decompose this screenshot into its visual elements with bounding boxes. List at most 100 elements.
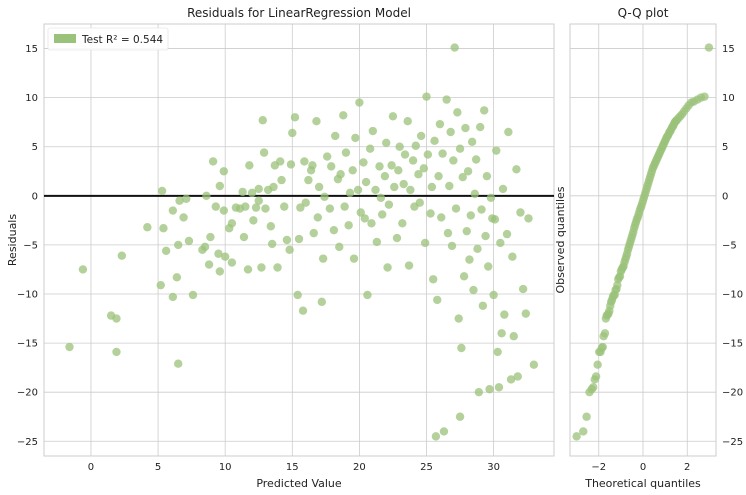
- qq-y-ticks: −25 −20 −15 −10 −5 0 5 10 15: [722, 44, 743, 448]
- data-point: [174, 240, 183, 250]
- y-tick-label: 10: [25, 93, 38, 104]
- data-point: [317, 297, 327, 307]
- data-point: [182, 194, 191, 203]
- data-point: [259, 148, 269, 157]
- data-point: [426, 209, 435, 218]
- y-tick-label: −25: [17, 437, 38, 448]
- data-point: [449, 156, 458, 165]
- y-tick-label: −25: [722, 437, 743, 448]
- data-point: [411, 141, 420, 150]
- x-tick-label: −2: [591, 462, 606, 473]
- data-point: [336, 170, 345, 179]
- data-point: [249, 216, 258, 225]
- data-point: [204, 260, 214, 269]
- data-point: [437, 213, 446, 222]
- data-point: [241, 202, 250, 211]
- data-point: [340, 202, 349, 211]
- data-point: [485, 385, 494, 394]
- data-point: [433, 295, 442, 305]
- data-point: [466, 211, 475, 220]
- data-point: [524, 214, 533, 223]
- data-point: [293, 290, 302, 300]
- data-point: [394, 166, 403, 175]
- data-point: [463, 167, 473, 176]
- data-point: [589, 383, 598, 392]
- data-point: [506, 375, 516, 384]
- data-point: [360, 214, 369, 223]
- data-point: [700, 92, 709, 101]
- data-point: [429, 275, 438, 284]
- data-point: [600, 329, 610, 338]
- data-point: [298, 306, 308, 315]
- data-point: [161, 246, 171, 255]
- data-point: [435, 119, 445, 129]
- data-point: [419, 164, 429, 173]
- data-point: [598, 342, 607, 352]
- data-point: [591, 372, 601, 381]
- data-point: [500, 310, 509, 319]
- data-point: [504, 127, 513, 137]
- data-point: [345, 188, 355, 198]
- data-point: [454, 314, 463, 323]
- x-tick-label: 2: [684, 462, 690, 473]
- data-point: [484, 262, 493, 271]
- data-point: [219, 167, 229, 176]
- data-point: [309, 228, 318, 238]
- y-tick-label: −15: [722, 339, 743, 350]
- data-point: [168, 206, 178, 215]
- data-point: [482, 171, 492, 181]
- data-point: [422, 92, 431, 101]
- data-point: [442, 95, 451, 104]
- data-point: [215, 181, 225, 191]
- data-point: [341, 148, 351, 157]
- data-point: [496, 238, 505, 248]
- data-point: [390, 182, 399, 192]
- data-point: [498, 184, 508, 194]
- data-point: [372, 237, 382, 247]
- y-tick-label: −10: [17, 290, 38, 301]
- data-point: [172, 273, 182, 282]
- legend-swatch: [54, 34, 76, 43]
- legend: Test R² = 0.544: [47, 27, 169, 51]
- data-point: [257, 263, 266, 272]
- data-point: [384, 200, 394, 209]
- data-point: [516, 208, 525, 217]
- data-point: [371, 185, 380, 195]
- data-point: [365, 144, 375, 153]
- data-point: [245, 161, 254, 170]
- data-point: [247, 188, 257, 198]
- data-point: [446, 127, 455, 137]
- data-point: [65, 342, 74, 352]
- data-point: [220, 252, 230, 261]
- data-point: [453, 108, 462, 117]
- data-point: [406, 185, 415, 195]
- data-point: [451, 204, 461, 213]
- y-tick-label: 0: [722, 191, 728, 202]
- y-tick-label: −20: [17, 388, 38, 399]
- data-point: [438, 149, 447, 158]
- data-point: [457, 343, 466, 353]
- data-point: [367, 219, 376, 228]
- data-point: [518, 284, 528, 294]
- legend-box: [47, 27, 169, 51]
- data-point: [480, 106, 489, 115]
- data-point: [455, 144, 465, 153]
- x-tick-label: 25: [420, 462, 433, 473]
- residuals-y-label: Residuals: [6, 214, 19, 266]
- residuals-points: [65, 43, 539, 441]
- data-point: [251, 203, 261, 212]
- data-point: [415, 198, 424, 207]
- data-point: [157, 186, 167, 196]
- data-point: [254, 196, 263, 205]
- data-point: [416, 131, 426, 141]
- data-point: [471, 155, 481, 164]
- y-tick-label: 5: [32, 142, 38, 153]
- data-point: [489, 290, 498, 300]
- data-point: [168, 292, 178, 302]
- data-point: [211, 202, 220, 211]
- legend-label: Test R² = 0.544: [81, 34, 163, 46]
- data-point: [494, 383, 504, 392]
- data-point: [382, 138, 391, 147]
